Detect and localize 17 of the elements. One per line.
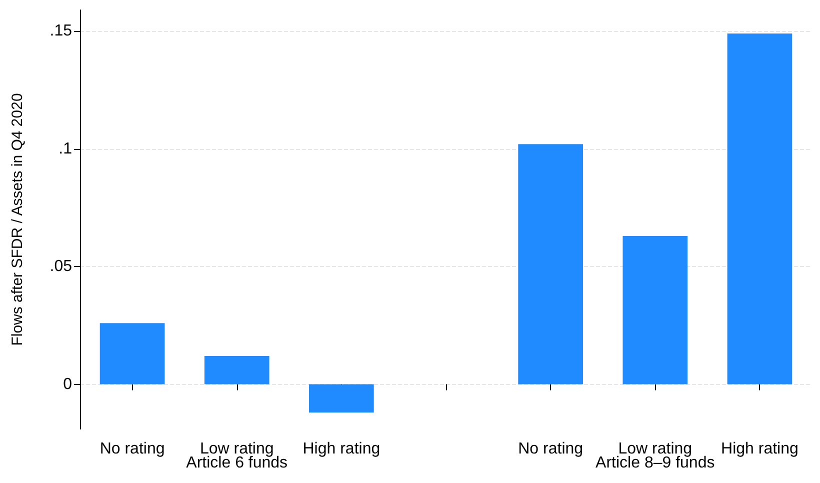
x-tick-label: No rating <box>100 440 165 458</box>
y-tick-label: .15 <box>50 22 72 40</box>
bar <box>727 34 792 384</box>
x-tick-label: High rating <box>302 440 380 458</box>
bar <box>309 384 374 413</box>
bar <box>622 236 688 384</box>
y-tick-label: .05 <box>50 258 72 276</box>
y-tick-label: 0 <box>63 376 72 393</box>
x-tick-label: High rating <box>721 440 798 458</box>
bar <box>204 356 270 384</box>
bar <box>518 144 583 384</box>
bar <box>100 323 165 384</box>
y-axis-title: Flows after SFDR / Assets in Q4 2020 <box>9 93 26 346</box>
text: Article 6 funds <box>186 454 288 472</box>
x-tick-label: No rating <box>518 440 584 458</box>
text: Article 8–9 funds <box>596 454 715 472</box>
y-tick-label: .1 <box>58 140 72 158</box>
